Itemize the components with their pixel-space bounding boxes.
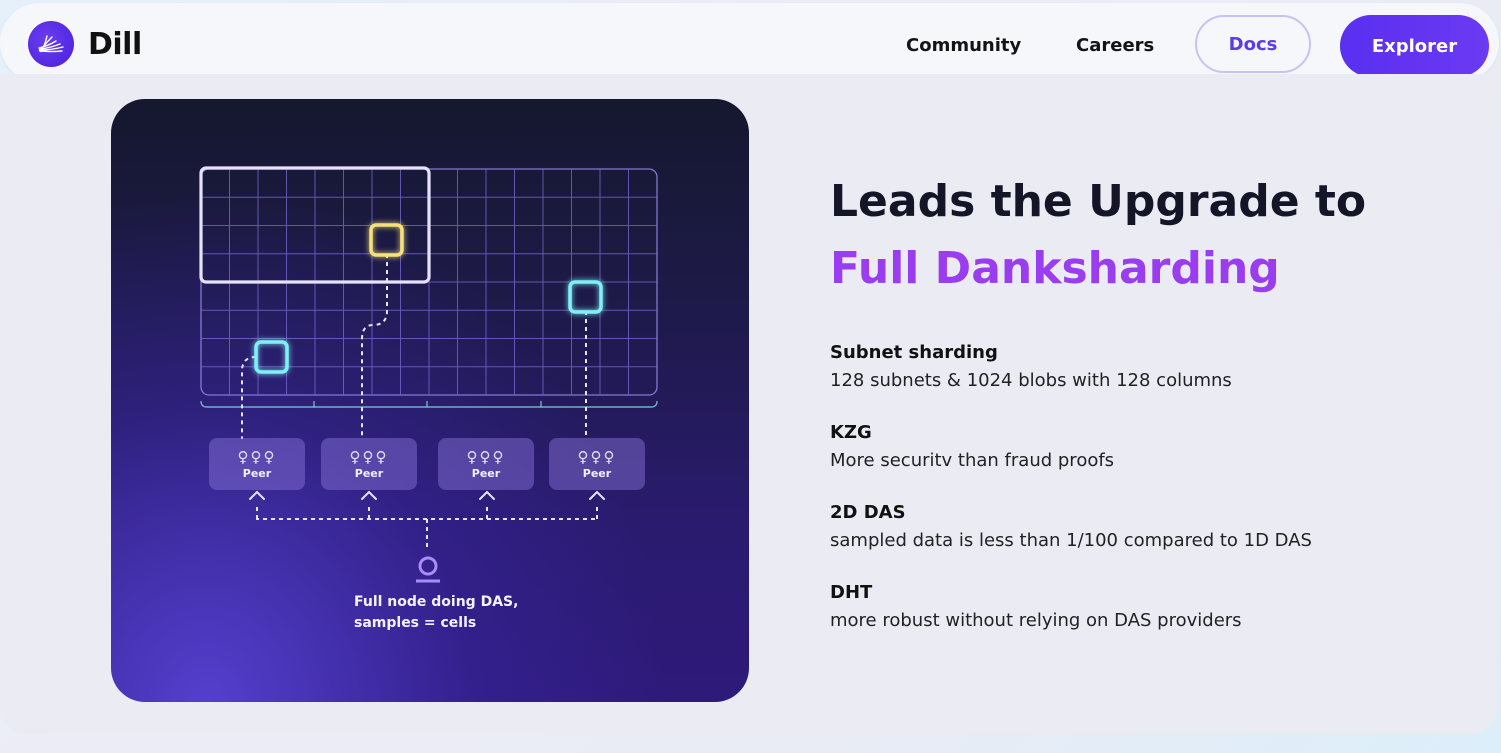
- sampled-cell-cyan-2: [568, 280, 603, 314]
- peer-node-4: ♀♀♀ Peer: [549, 438, 645, 490]
- feature-title: DHT: [830, 582, 873, 603]
- das-diagram-graphic: [199, 166, 658, 583]
- peer-node-3: ♀♀♀ Peer: [438, 438, 534, 490]
- peer-label: Peer: [354, 466, 384, 480]
- peer-users-icon: ♀♀♀: [349, 447, 389, 466]
- peer-users-icon: ♀♀♀: [237, 447, 277, 466]
- feature-description: sampled data is less than 1/100 compared…: [830, 530, 1312, 551]
- headline-main-text: Leads the Upgrade to: [830, 176, 1367, 227]
- sampled-cell-cyan-1: [254, 340, 289, 374]
- nav-careers-link[interactable]: Careers: [1076, 35, 1155, 56]
- explorer-button[interactable]: Explorer: [1340, 15, 1489, 77]
- peer-label: Peer: [242, 466, 272, 480]
- sampled-cell-yellow: [369, 223, 404, 257]
- caption-line-2: samples = cells: [354, 615, 477, 631]
- diagram-caption: Full node doing DAS, samples = cells: [354, 592, 518, 634]
- nav-community-link[interactable]: Community: [906, 35, 1022, 56]
- peer-node-1: ♀♀♀ Peer: [209, 438, 305, 490]
- peer-node-2: ♀♀♀ Peer: [321, 438, 417, 490]
- feature-description: more robust without relying on DAS provi…: [830, 610, 1242, 631]
- top-navbar: Dill Community Careers Docs Explorer: [0, 3, 1499, 82]
- docs-button[interactable]: Docs: [1195, 15, 1311, 73]
- full-node-icon: [416, 556, 440, 583]
- selected-region: [199, 166, 431, 284]
- feature-item: KZG More securitv than fraud proofs: [830, 420, 1114, 476]
- dill-logo-icon: [28, 21, 74, 67]
- page-headline: Leads the Upgrade to Full Danksharding: [830, 168, 1470, 302]
- feature-description: 128 subnets & 1024 blobs with 128 column…: [830, 370, 1232, 391]
- das-diagram: ♀♀♀ Peer ♀♀♀ Peer ♀♀♀ Peer ♀♀♀ Peer Full…: [111, 99, 749, 702]
- logo-text: Dill: [88, 26, 142, 62]
- feature-title: 2D DAS: [830, 502, 906, 523]
- feature-title: Subnet sharding: [830, 342, 998, 363]
- peer-label: Peer: [471, 466, 501, 480]
- logo[interactable]: Dill: [28, 21, 142, 67]
- peer-label: Peer: [582, 466, 612, 480]
- peer-users-icon: ♀♀♀: [577, 447, 617, 466]
- peer-users-icon: ♀♀♀: [466, 447, 506, 466]
- caption-line-1: Full node doing DAS,: [354, 594, 519, 610]
- headline-accent-text: Full Danksharding: [830, 243, 1280, 294]
- feature-item: 2D DAS sampled data is less than 1/100 c…: [830, 500, 1312, 556]
- feature-item: DHT more robust without relying on DAS p…: [830, 580, 1242, 636]
- feature-description: More securitv than fraud proofs: [830, 450, 1115, 471]
- feature-item: Subnet sharding 128 subnets & 1024 blobs…: [830, 340, 1232, 396]
- feature-title: KZG: [830, 422, 872, 443]
